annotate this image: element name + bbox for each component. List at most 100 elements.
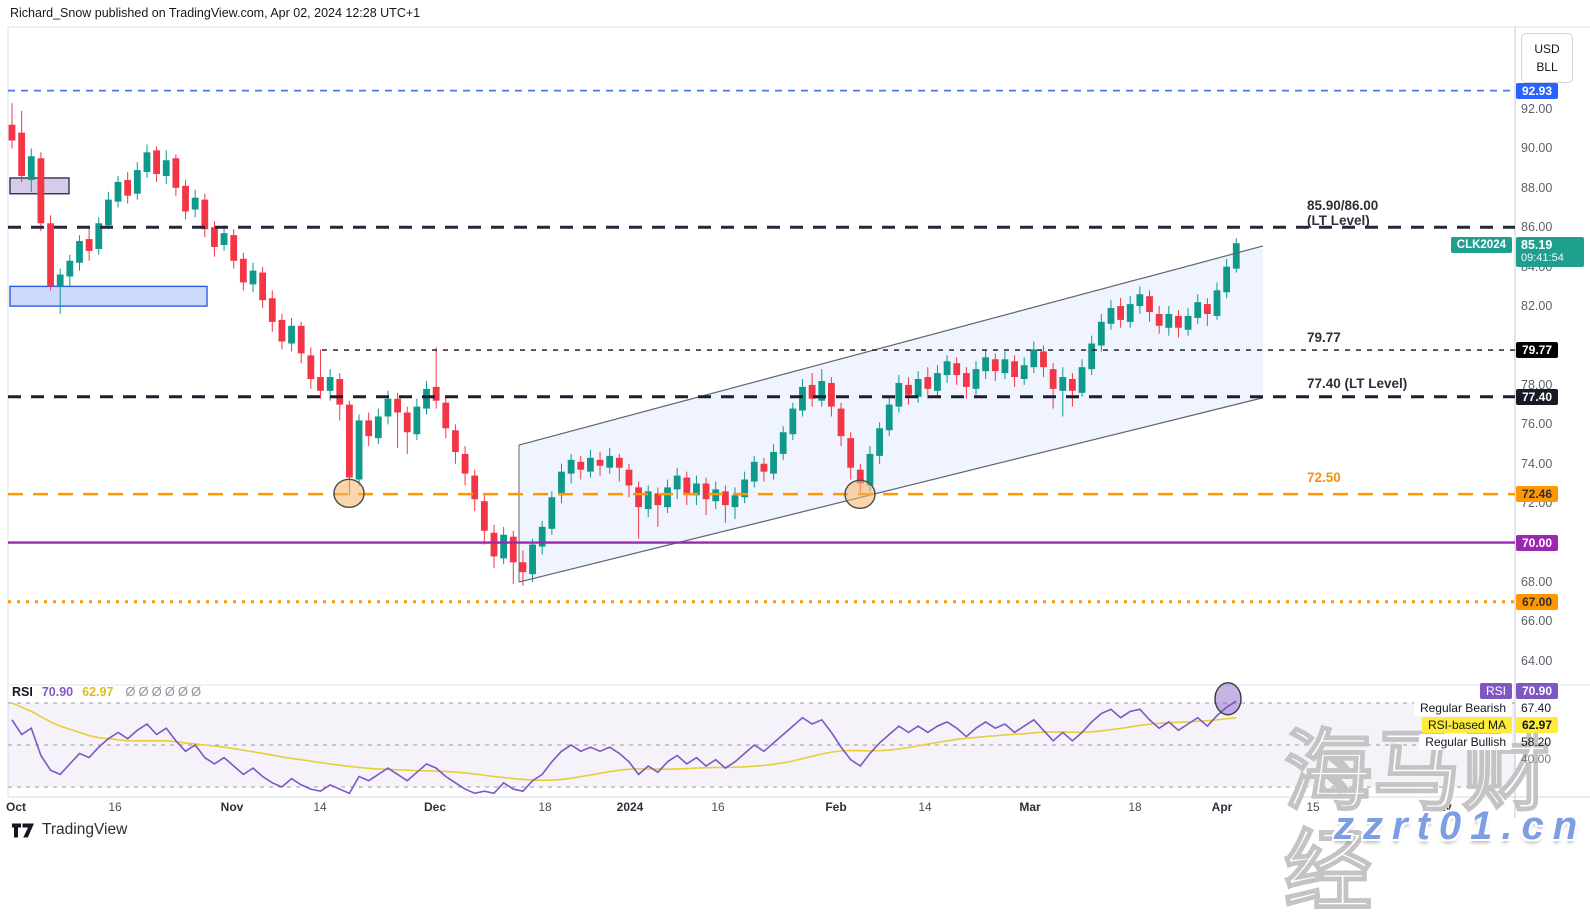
time-label-16: 16	[108, 800, 122, 814]
highlight-circle-0[interactable]	[333, 478, 365, 509]
rsi-row-tag-0: RSI	[1479, 683, 1512, 699]
candle-body	[558, 471, 565, 496]
price-axis-label-79.77: 79.77	[1516, 342, 1559, 359]
candle-body	[693, 483, 700, 496]
price-tick-88: 88.00	[1521, 180, 1553, 195]
candle-body	[1117, 306, 1124, 320]
candle-body	[1069, 379, 1076, 391]
level-annotation-2: 77.40 (LT Level)	[1307, 376, 1408, 391]
rsi-source-icon[interactable]: Ø	[151, 684, 162, 699]
candle-body	[1146, 296, 1153, 312]
time-label-Feb: Feb	[825, 800, 847, 814]
tradingview-logo[interactable]: TradingView	[12, 821, 127, 839]
candle-body	[1049, 369, 1057, 389]
rsi-source-icon[interactable]: Ø	[177, 684, 189, 699]
rsi-row-value-4: 40.00	[1521, 752, 1552, 766]
candle-body	[182, 185, 189, 212]
candle-body	[673, 475, 681, 490]
candle-body	[760, 463, 768, 472]
candle-body	[962, 373, 970, 387]
candle-body	[326, 377, 334, 391]
candle-body	[721, 491, 729, 506]
candle-body	[1020, 365, 1028, 380]
price-tick-66: 66.00	[1521, 614, 1553, 629]
candle-body	[1223, 266, 1231, 293]
price-tick-74: 74.00	[1521, 456, 1553, 471]
candle-body	[606, 455, 614, 468]
price-tick-90: 90.00	[1521, 141, 1553, 156]
publish-byline: Richard_Snow published on TradingView.co…	[10, 6, 421, 20]
candle-body	[779, 432, 787, 454]
candle-body	[461, 453, 469, 474]
candles	[8, 103, 1240, 586]
candle-body	[856, 469, 864, 484]
highlight-circle-1[interactable]	[844, 479, 876, 510]
price-axis-label-92.93: 92.93	[1516, 82, 1559, 99]
candle-body	[1078, 367, 1086, 393]
candle-body	[1136, 294, 1144, 307]
candle-body	[480, 501, 488, 531]
candle-body	[731, 495, 739, 508]
rsi-source-icon[interactable]: Ø	[138, 684, 149, 699]
candle-body	[133, 170, 141, 194]
rsi-row-tag-3: Regular Bullish	[1419, 734, 1512, 750]
channel-top-line[interactable]	[518, 245, 1264, 446]
candle-body	[509, 536, 517, 563]
time-label-Nov: Nov	[220, 800, 244, 814]
candle-body	[529, 544, 536, 575]
candle-body	[972, 369, 980, 389]
candle-body	[644, 491, 652, 510]
candle-body	[490, 532, 498, 557]
candle-body	[1011, 361, 1018, 378]
candle-body	[548, 497, 556, 529]
price-tick-78: 78.00	[1521, 377, 1553, 392]
candle-body	[750, 461, 758, 482]
time-label-14: 14	[918, 800, 932, 814]
price-axis-label-67.00: 67.00	[1516, 593, 1559, 610]
candle-body	[288, 325, 295, 344]
price-axis-label-70.00: 70.00	[1516, 534, 1559, 551]
rsi-highlight-circle[interactable]	[1214, 682, 1242, 716]
price-chart-canvas[interactable]	[0, 0, 1590, 857]
last-price-label: 85.19 09:41:54	[1516, 237, 1584, 267]
candle-body	[991, 359, 999, 372]
candle-body	[1126, 304, 1134, 322]
candle-body	[1059, 377, 1067, 391]
price-tick-64: 64.00	[1521, 653, 1553, 668]
candle-body	[413, 406, 421, 435]
candle-body	[374, 416, 382, 439]
time-label-Dec: Dec	[423, 800, 447, 814]
rsi-legend-ma-value: 62.97	[82, 684, 114, 699]
candle-body	[114, 181, 122, 202]
rsi-legend-value: 70.90	[41, 684, 74, 699]
rsi-source-icon[interactable]: Ø	[191, 684, 202, 699]
level-annotation-3: 72.50	[1307, 470, 1341, 485]
candle-body	[885, 404, 893, 431]
candle-body	[56, 274, 64, 287]
candle-body	[76, 241, 83, 263]
price-tick-68: 68.00	[1521, 575, 1553, 590]
candle-body	[124, 179, 132, 196]
candle-body	[105, 199, 112, 226]
candle-body	[365, 420, 373, 437]
axis-unit-measure: BLL	[1536, 60, 1558, 74]
candle-body	[47, 223, 54, 287]
candle-body	[355, 420, 363, 480]
candle-body	[1107, 308, 1115, 324]
time-label-18: 18	[1128, 800, 1142, 814]
candle-body	[191, 197, 199, 210]
candle-body	[220, 233, 228, 245]
candle-body	[201, 199, 209, 230]
last-price-time: 09:41:54	[1521, 252, 1564, 264]
rsi-source-icon[interactable]: Ø	[164, 684, 175, 699]
candle-body	[1097, 321, 1105, 346]
zone-box-1[interactable]	[9, 285, 208, 307]
candle-body	[423, 388, 430, 409]
channel-bottom-line[interactable]	[518, 397, 1264, 583]
rsi-source-icon[interactable]: Ø	[125, 684, 136, 699]
time-label-16: 16	[711, 800, 725, 814]
candle-body	[249, 270, 257, 285]
rsi-row-value-2: 62.97	[1516, 717, 1559, 733]
axis-unit-box: USD BLL	[1521, 33, 1573, 83]
